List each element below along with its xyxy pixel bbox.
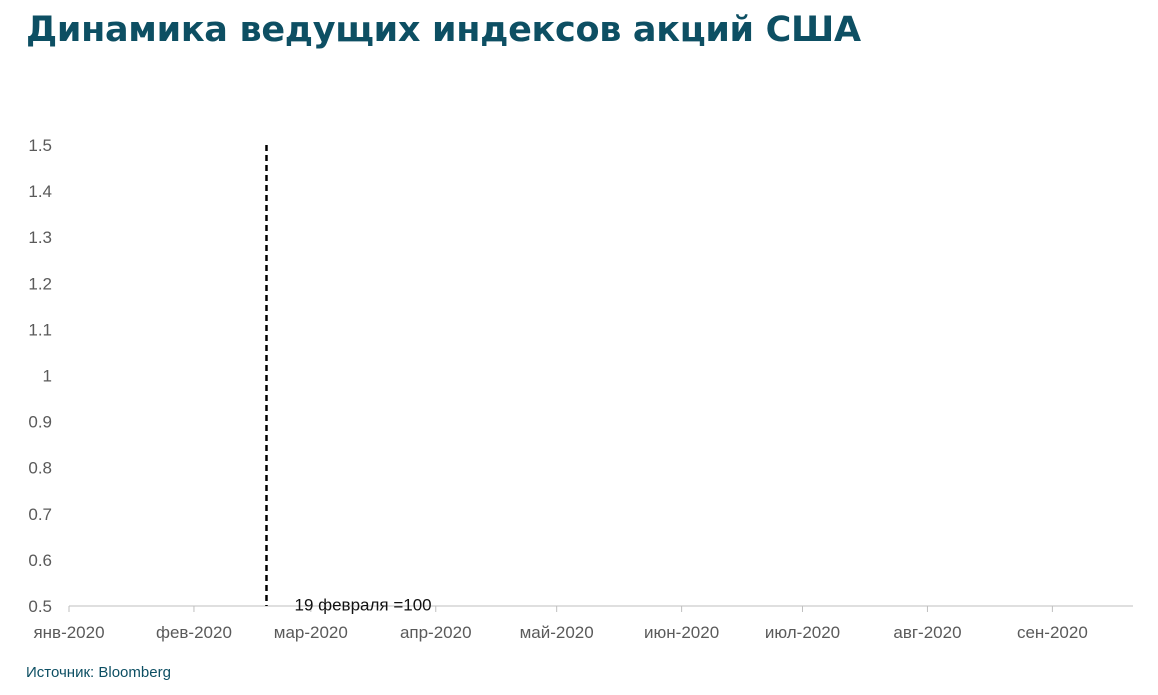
x-tick-label: апр-2020 (400, 623, 472, 642)
annotation-label: 19 февраля =100 (294, 596, 431, 615)
y-tick-label: 0.6 (28, 551, 52, 570)
y-tick-label: 1.2 (28, 274, 52, 293)
y-tick-label: 0.8 (28, 459, 52, 478)
x-tick-label: янв-2020 (33, 623, 104, 642)
y-tick-label: 1 (43, 367, 52, 386)
x-tick-label: сен-2020 (1017, 623, 1088, 642)
y-tick-label: 0.9 (28, 413, 52, 432)
y-axis: 0.5 0.6 0.7 0.8 0.9 1 1.1 1.2 1.3 1.4 1.5 (28, 136, 52, 616)
y-tick-label: 0.7 (28, 505, 52, 524)
x-tick-label: июл-2020 (765, 623, 840, 642)
x-tick-label: май-2020 (520, 623, 594, 642)
chart-title: Динамика ведущих индексов акций США (26, 10, 861, 50)
y-tick-label: 1.4 (28, 182, 52, 201)
x-axis: янв-2020 фев-2020 мар-2020 апр-2020 май-2020… (33, 605, 1133, 642)
x-tick-label: мар-2020 (274, 623, 348, 642)
y-tick-label: 1.3 (28, 228, 52, 247)
x-tick-label: фев-2020 (156, 623, 232, 642)
x-tick-label: авг-2020 (893, 623, 961, 642)
y-tick-label: 1.5 (28, 136, 52, 155)
y-tick-label: 1.1 (28, 320, 52, 339)
source-note: Источник: Bloomberg (26, 664, 171, 681)
x-tick-label: июн-2020 (644, 623, 719, 642)
y-tick-label: 0.5 (28, 597, 52, 616)
